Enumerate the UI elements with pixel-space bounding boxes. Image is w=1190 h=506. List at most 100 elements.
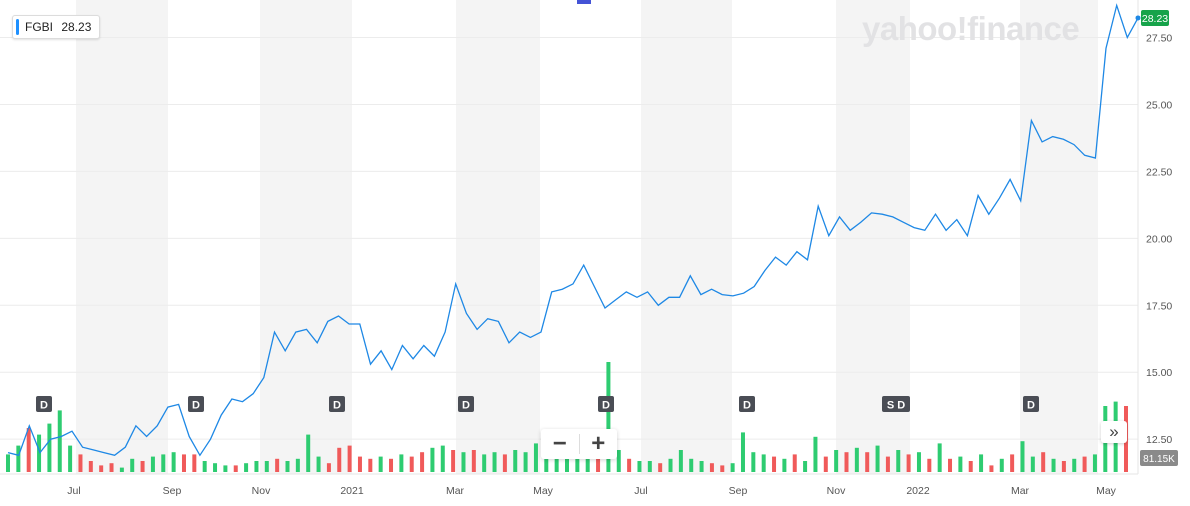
- volume-bar: [171, 452, 176, 472]
- volume-bar: [958, 456, 963, 472]
- last-price-badge: 28.23: [1135, 9, 1169, 26]
- volume-bar: [130, 458, 135, 472]
- dividend-marker[interactable]: D: [329, 396, 345, 412]
- volume-bar: [285, 461, 290, 472]
- dividend-marker[interactable]: D: [458, 396, 474, 412]
- volume-bar: [875, 445, 880, 472]
- last-price-label: 28.23: [1142, 13, 1168, 25]
- volume-bar: [213, 463, 218, 472]
- volume-bar: [192, 454, 197, 472]
- volume-bar: [482, 454, 487, 472]
- dividend-marker-label: D: [40, 400, 48, 412]
- y-tick-label: 25.00: [1146, 99, 1172, 111]
- x-axis-ticks: Jul Sep Nov 2021 Mar May Jul Sep Nov 2022 Mar May: [67, 485, 1116, 497]
- ticker-badge[interactable]: FGBI 28.23: [12, 15, 101, 39]
- x-tick-label: 2021: [340, 485, 364, 497]
- yahoo-finance-logo: yahoo!finance: [862, 10, 1080, 47]
- volume-bar: [326, 463, 331, 472]
- volume-bar: [854, 447, 859, 472]
- volume-bar: [513, 450, 518, 472]
- volume-bar: [834, 450, 839, 472]
- volume-bar: [492, 452, 497, 472]
- volume-bar: [306, 434, 311, 472]
- dividend-marker[interactable]: D: [36, 396, 52, 412]
- volume-bar: [720, 465, 725, 472]
- month-band: [641, 0, 732, 474]
- volume-bar: [57, 410, 62, 472]
- volume-bar: [150, 456, 155, 472]
- zoom-separator: [578, 434, 580, 454]
- x-tick-label: Jul: [634, 485, 647, 497]
- volume-bar: [357, 456, 362, 472]
- fast-forward-button[interactable]: »: [1101, 421, 1127, 443]
- volume-label: 81.15K: [1143, 454, 1175, 465]
- volume-bar: [782, 458, 787, 472]
- dividend-marker-label: D: [602, 400, 610, 412]
- x-tick-label: May: [1096, 485, 1117, 497]
- month-band: [76, 0, 168, 474]
- y-tick-label: 27.50: [1146, 32, 1172, 44]
- dividend-marker[interactable]: D: [1023, 396, 1039, 412]
- volume-bar: [906, 454, 911, 472]
- dividend-marker-box: [329, 396, 345, 412]
- volume-bar: [1051, 458, 1056, 472]
- volume-bar: [68, 445, 73, 472]
- volume-bar: [813, 436, 818, 472]
- dividend-marker-box: [739, 396, 755, 412]
- month-band: [1020, 0, 1098, 474]
- volume-bar: [1030, 456, 1035, 472]
- x-tick-label: Mar: [1011, 485, 1030, 497]
- volume-bar: [1010, 454, 1015, 472]
- volume-bar: [26, 428, 31, 472]
- volume-bar: [865, 452, 870, 472]
- last-price-box: [1141, 9, 1169, 26]
- volume-bar: [1041, 452, 1046, 472]
- volume-bar: [378, 456, 383, 472]
- volume-bar: [792, 454, 797, 472]
- volume-bar: [647, 461, 652, 472]
- volume-bar: [99, 465, 104, 472]
- volume-bar: [740, 432, 745, 472]
- volume-bar: [637, 461, 642, 472]
- volume-bar: [533, 443, 538, 472]
- zoom-in-button[interactable]: +: [591, 430, 606, 457]
- volume-bar: [751, 452, 756, 472]
- dividend-marker[interactable]: S D: [882, 396, 910, 412]
- zoom-control: − +: [541, 429, 617, 459]
- volume-bar: [916, 452, 921, 472]
- volume-bar: [430, 447, 435, 472]
- x-tick-label: Nov: [252, 485, 271, 497]
- volume-bar: [244, 463, 249, 472]
- volume-bar: [761, 454, 766, 472]
- volume-bar: [616, 450, 621, 472]
- volume-bar: [979, 454, 984, 472]
- volume-bar: [461, 452, 466, 472]
- x-tick-label: May: [533, 485, 554, 497]
- volume-bar: [999, 458, 1004, 472]
- dividend-marker[interactable]: D: [188, 396, 204, 412]
- volume-bar: [451, 450, 456, 472]
- zoom-out-button[interactable]: −: [552, 430, 567, 457]
- dividend-marker[interactable]: D: [739, 396, 755, 412]
- volume-bar: [1020, 441, 1025, 472]
- y-tick-label: 17.50: [1146, 300, 1172, 312]
- volume-bar: [502, 454, 507, 472]
- dividend-marker[interactable]: D: [598, 396, 614, 412]
- volume-bar: [16, 445, 21, 472]
- volume-bar: [823, 456, 828, 472]
- y-tick-label: 12.50: [1146, 434, 1172, 446]
- volume-bar: [181, 454, 186, 472]
- volume-bar: [420, 452, 425, 472]
- volume-bar: [264, 461, 269, 472]
- volume-bar: [927, 458, 932, 472]
- range-handle-marker[interactable]: [577, 0, 591, 4]
- month-band: [456, 0, 540, 474]
- volume-bar: [844, 452, 849, 472]
- volume-bar: [109, 463, 114, 472]
- volume-bar: [730, 463, 735, 472]
- month-band: [260, 0, 352, 474]
- last-price-dot: [1135, 15, 1141, 21]
- dividend-marker-label: D: [333, 400, 341, 412]
- x-tick-label: Sep: [729, 485, 748, 497]
